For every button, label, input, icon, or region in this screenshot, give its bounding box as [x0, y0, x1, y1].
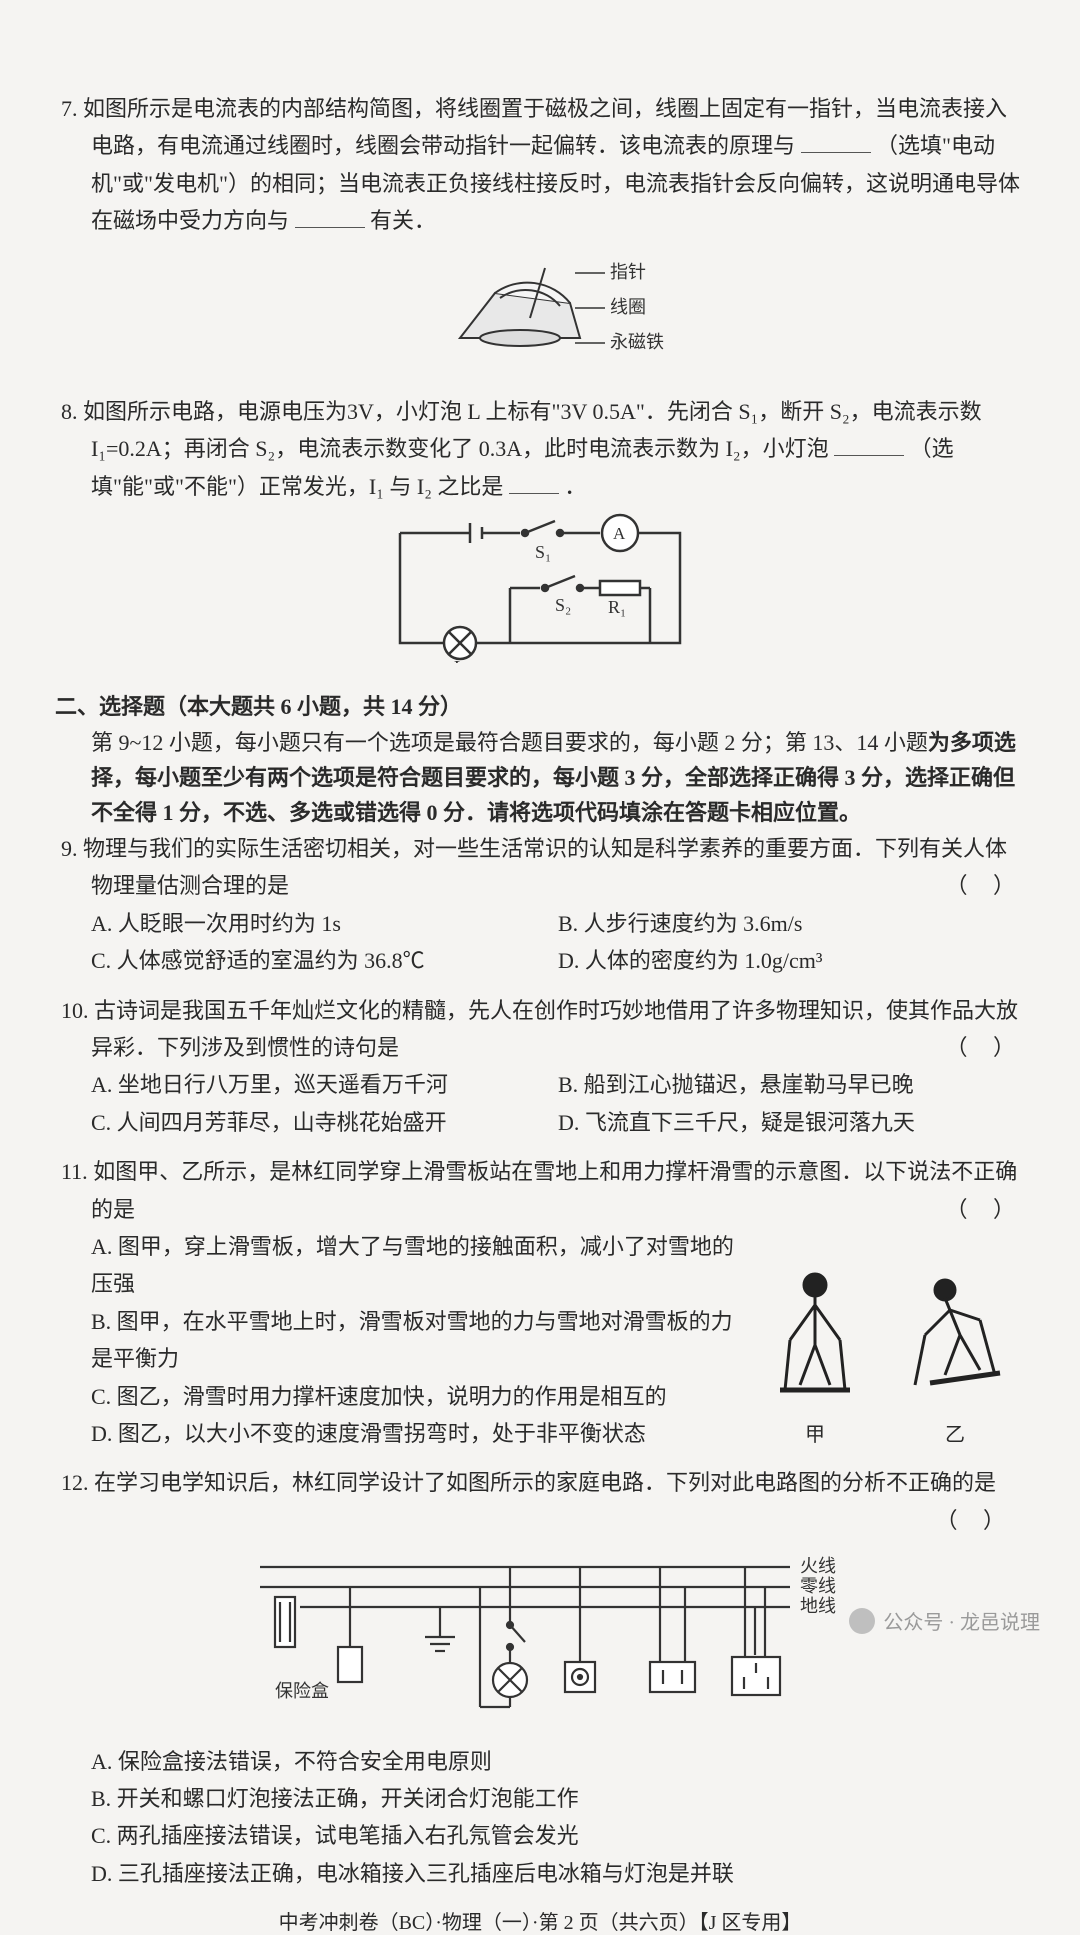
label-s2: S₂: [555, 595, 571, 615]
q7-figure: 指针 线圈 永磁铁: [55, 248, 1025, 379]
q12-num: 12.: [61, 1470, 89, 1495]
q9-opt-c[interactable]: C. 人体感觉舒适的室温约为 36.8℃: [91, 942, 558, 979]
circuit-diagram-icon: S₁ S₂ A L R₁: [370, 513, 710, 663]
q11-figures: 甲 乙: [745, 1228, 1025, 1452]
q11-paren[interactable]: （ ）: [975, 1191, 1025, 1228]
q8-stem: 8. 如图所示电路，电源电压为3V，小灯泡 L 上标有"3V 0.5A"．先闭合…: [55, 393, 1025, 505]
label-magnet: 永磁铁: [610, 332, 664, 352]
label-live: 火线: [800, 1556, 836, 1576]
label-pointer: 指针: [610, 262, 646, 282]
skier-standing-icon: [760, 1265, 870, 1405]
q10-options: A. 坐地日行八万里，巡天遥看万千河 B. 船到江心抛锚迟，悬崖勒马早已晚 C.…: [55, 1066, 1025, 1141]
q8-blank-1[interactable]: [834, 434, 904, 456]
label-L: L: [454, 657, 465, 663]
q9-num: 9.: [61, 836, 78, 861]
q12-stem: 在学习电学知识后，林红同学设计了如图所示的家庭电路．下列对此电路图的分析不正确的…: [94, 1470, 996, 1495]
question-8: 8. 如图所示电路，电源电压为3V，小灯泡 L 上标有"3V 0.5A"．先闭合…: [55, 393, 1025, 675]
q10-opt-b[interactable]: B. 船到江心抛锚迟，悬崖勒马早已晚: [558, 1066, 1025, 1103]
label-fuse: 保险盒: [275, 1681, 329, 1701]
q11-opt-b[interactable]: B. 图甲，在水平雪地上时，滑雪板对雪地的力与雪地对滑雪板的力是平衡力: [91, 1303, 745, 1378]
q8-figure: S₁ S₂ A L R₁: [55, 513, 1025, 674]
sec2-note-a: 第 9~12 小题，每小题只有一个选项是最符合题目要求的，每小题 2 分；第 1…: [91, 730, 928, 755]
section-2-title: 二、选择题（本大题共 6 小题，共 14 分）: [55, 689, 1025, 721]
q9-stem-row: 9. 物理与我们的实际生活密切相关，对一些生活常识的认知是科学素养的重要方面．下…: [55, 830, 1025, 905]
q9-opt-b[interactable]: B. 人步行速度约为 3.6m/s: [558, 905, 1025, 942]
q9-stem: 物理与我们的实际生活密切相关，对一些生活常识的认知是科学素养的重要方面．下列有关…: [83, 836, 1007, 898]
section-2-note: 第 9~12 小题，每小题只有一个选项是最符合题目要求的，每小题 2 分；第 1…: [55, 725, 1025, 831]
question-11: 11. 如图甲、乙所示，是林红同学穿上滑雪板站在雪地上和用力撑杆滑雪的示意图．以…: [55, 1153, 1025, 1452]
question-9: 9. 物理与我们的实际生活密切相关，对一些生活常识的认知是科学素养的重要方面．下…: [55, 830, 1025, 980]
q12-opt-d[interactable]: D. 三孔插座接法正确，电冰箱接入三孔插座后电冰箱与灯泡是并联: [91, 1855, 1025, 1892]
q10-opt-d[interactable]: D. 飞流直下三千尺，疑是银河落九天: [558, 1104, 1025, 1141]
q10-opt-a[interactable]: A. 坐地日行八万里，巡天遥看万千河: [91, 1066, 558, 1103]
q11-cap-a: 甲: [760, 1418, 870, 1452]
q10-stem-row: 10. 古诗词是我国五千年灿烂文化的精髓，先人在创作时巧妙地借用了许多物理知识，…: [55, 992, 1025, 1067]
label-coil: 线圈: [610, 297, 646, 317]
q7-tail: 有关．: [370, 208, 436, 233]
q9-opt-a[interactable]: A. 人眨眼一次用时约为 1s: [91, 905, 558, 942]
q11-stem-row: 11. 如图甲、乙所示，是林红同学穿上滑雪板站在雪地上和用力撑杆滑雪的示意图．以…: [55, 1153, 1025, 1228]
q9-paren[interactable]: （ ）: [975, 867, 1025, 904]
watermark: 公众号 · 龙邑说理: [849, 1606, 1040, 1635]
watermark-text: 公众号 · 龙邑说理: [883, 1606, 1040, 1635]
q11-options: A. 图甲，穿上滑雪板，增大了与雪地的接触面积，减小了对雪地的压强 B. 图甲，…: [55, 1228, 745, 1452]
question-10: 10. 古诗词是我国五千年灿烂文化的精髓，先人在创作时巧妙地借用了许多物理知识，…: [55, 992, 1025, 1142]
ammeter-diagram-icon: 指针 线圈 永磁铁: [400, 248, 680, 368]
q11-opt-d[interactable]: D. 图乙，以大小不变的速度滑雪拐弯时，处于非平衡状态: [91, 1415, 745, 1452]
label-ground: 地线: [800, 1596, 836, 1616]
q7-num: 7.: [61, 96, 78, 121]
q7-blank-2[interactable]: [295, 206, 365, 228]
q11-opt-a[interactable]: A. 图甲，穿上滑雪板，增大了与雪地的接触面积，减小了对雪地的压强: [91, 1228, 745, 1303]
question-12: 12. 在学习电学知识后，林红同学设计了如图所示的家庭电路．下列对此电路图的分析…: [55, 1464, 1025, 1892]
section-2-header: 二、选择题（本大题共 6 小题，共 14 分） 第 9~12 小题，每小题只有一…: [55, 689, 1025, 831]
q12-paren[interactable]: （ ）: [935, 1508, 1015, 1533]
skier-moving-icon: [900, 1265, 1010, 1405]
q7-stem: 7. 如图所示是电流表的内部结构简图，将线圈置于磁极之间，线圈上固定有一指针，当…: [55, 90, 1025, 240]
q12-opt-b[interactable]: B. 开关和螺口灯泡接法正确，开关闭合灯泡能工作: [91, 1780, 1025, 1817]
q8-blank-2[interactable]: [509, 472, 559, 494]
q10-num: 10.: [61, 998, 89, 1023]
q10-opt-c[interactable]: C. 人间四月芳菲尽，山寺桃花始盛开: [91, 1104, 558, 1141]
page-footer: 中考冲刺卷（BC）·物理（一）·第 2 页（共六页）【J 区专用】: [55, 1906, 1025, 1935]
question-7: 7. 如图所示是电流表的内部结构简图，将线圈置于磁极之间，线圈上固定有一指针，当…: [55, 90, 1025, 379]
q12-figure: 火线 零线 地线 保险盒: [55, 1547, 1025, 1728]
q11-num: 11.: [61, 1159, 88, 1184]
wechat-icon: [849, 1608, 875, 1634]
q12-opt-a[interactable]: A. 保险盒接法错误，不符合安全用电原则: [91, 1743, 1025, 1780]
label-s1: S₁: [535, 542, 551, 562]
q9-options: A. 人眨眼一次用时约为 1s B. 人步行速度约为 3.6m/s C. 人体感…: [55, 905, 1025, 980]
q12-opt-c[interactable]: C. 两孔插座接法错误，试电笔插入右孔氖管会发光: [91, 1817, 1025, 1854]
q7-blank-1[interactable]: [801, 131, 871, 153]
q11-opt-c[interactable]: C. 图乙，滑雪时用力撑杆速度加快，说明力的作用是相互的: [91, 1378, 745, 1415]
q8-num: 8.: [61, 399, 78, 424]
label-R1: R₁: [608, 597, 626, 617]
q11-cap-b: 乙: [900, 1418, 1010, 1452]
label-neutral: 零线: [800, 1576, 836, 1596]
q12-options: A. 保险盒接法错误，不符合安全用电原则 B. 开关和螺口灯泡接法正确，开关闭合…: [55, 1743, 1025, 1893]
q10-stem: 古诗词是我国五千年灿烂文化的精髓，先人在创作时巧妙地借用了许多物理知识，使其作品…: [91, 998, 1018, 1060]
q9-opt-d[interactable]: D. 人体的密度约为 1.0g/cm³: [558, 942, 1025, 979]
household-circuit-icon: 火线 零线 地线 保险盒: [220, 1547, 860, 1717]
q11-stem: 如图甲、乙所示，是林红同学穿上滑雪板站在雪地上和用力撑杆滑雪的示意图．以下说法不…: [91, 1159, 1017, 1221]
q12-stem-row: 12. 在学习电学知识后，林红同学设计了如图所示的家庭电路．下列对此电路图的分析…: [55, 1464, 1025, 1501]
label-A: A: [613, 524, 626, 543]
q8-period: ．: [564, 474, 586, 499]
q10-paren[interactable]: （ ）: [975, 1029, 1025, 1066]
